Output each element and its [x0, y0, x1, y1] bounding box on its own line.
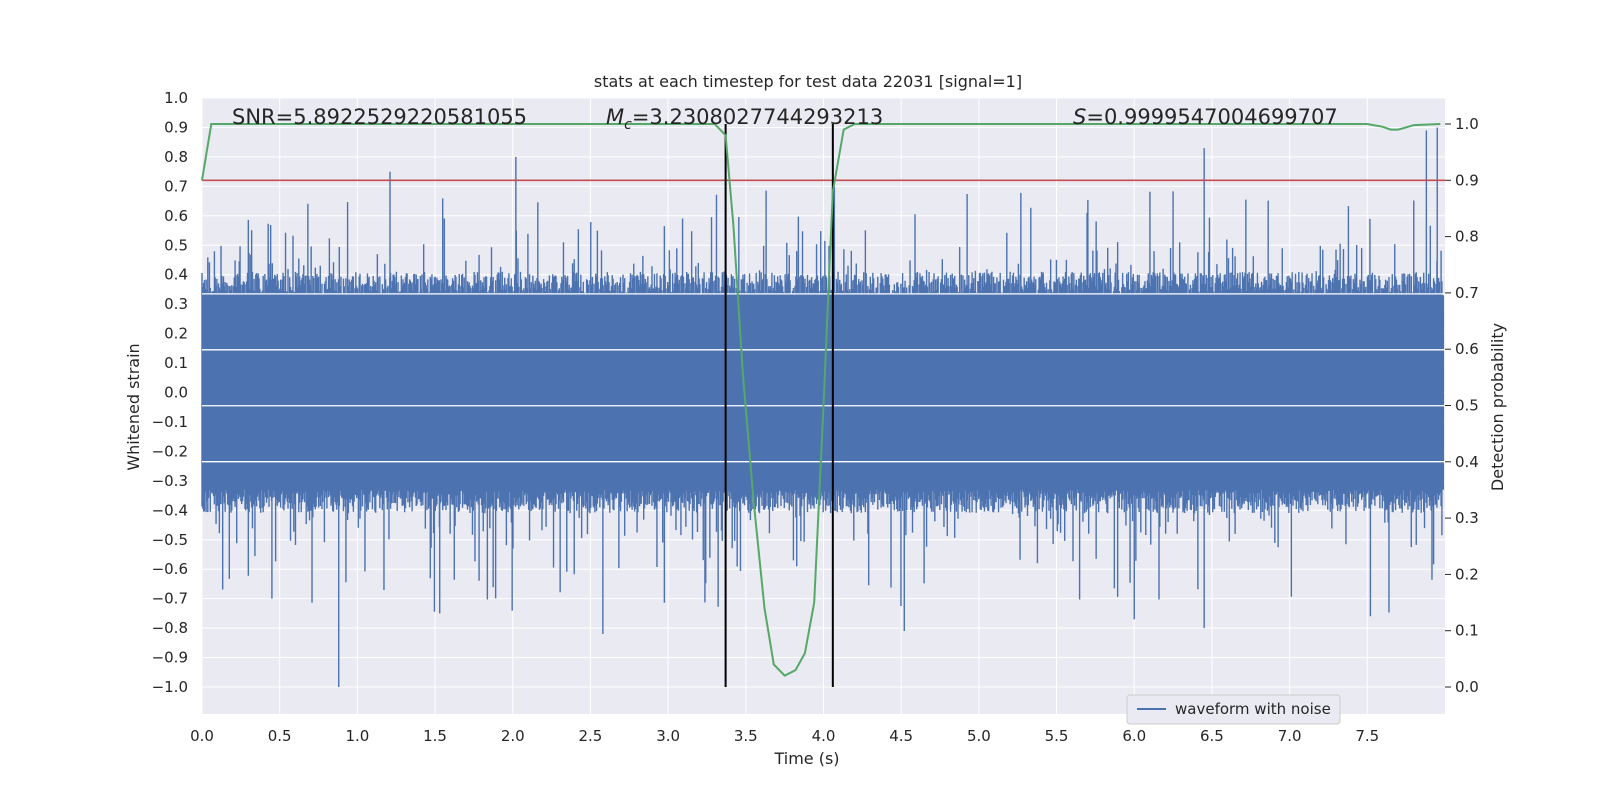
left-y-tick-label: −0.5	[152, 531, 188, 549]
left-y-axis-ticks: 1.0 0.9 0.8 0.7 0.6 0.5 0.4 0.3 0.2 0.1 0.0 −0.1 −0.…	[152, 89, 188, 696]
x-tick-label: 1.5	[423, 727, 447, 745]
snr-annotation: SNR=5.8922529220581055	[232, 105, 527, 129]
left-y-tick-label: 0.3	[164, 295, 188, 313]
left-y-tick-label: 1.0	[164, 89, 188, 107]
legend-label: waveform with noise	[1175, 700, 1331, 718]
x-tick-label: 0.5	[268, 727, 292, 745]
x-tick-label: 2.0	[501, 727, 525, 745]
right-y-tick-label: 0.0	[1455, 678, 1479, 696]
right-y-tick-label: 0.5	[1455, 397, 1479, 415]
left-y-tick-label: −0.9	[152, 649, 188, 667]
chirp-mass-value: =3.2308027744293213	[632, 105, 883, 129]
right-y-tick-label: 0.9	[1455, 171, 1479, 189]
left-y-tick-label: 0.8	[164, 148, 188, 166]
x-tick-label: 3.0	[656, 727, 680, 745]
x-tick-label: 4.0	[812, 727, 836, 745]
left-y-tick-label: 0.7	[164, 177, 188, 195]
left-y-tick-label: −0.4	[152, 501, 188, 519]
left-y-tick-label: 0.5	[164, 236, 188, 254]
left-y-tick-label: 0.6	[164, 207, 188, 225]
right-y-tick-label: 0.8	[1455, 228, 1479, 246]
right-y-tick-label: 0.4	[1455, 453, 1479, 471]
chirp-mass-symbol: M	[606, 105, 624, 129]
left-y-tick-label: −0.8	[152, 619, 188, 637]
x-axis-label: Time (s)	[773, 749, 839, 768]
left-y-tick-label: 0.9	[164, 118, 188, 136]
x-tick-label: 7.5	[1355, 727, 1379, 745]
detection-chart: 0.0 0.5 1.0 1.5 2.0 2.5 3.0 3.5 4.0 4.5 5.0 5.5 6.0 6…	[0, 0, 1600, 800]
x-tick-label: 3.5	[734, 727, 758, 745]
right-y-tick-label: 0.7	[1455, 284, 1479, 302]
right-y-tick-label: 0.2	[1455, 565, 1479, 583]
left-y-tick-label: −0.2	[152, 442, 188, 460]
right-y-tick-label: 0.6	[1455, 340, 1479, 358]
right-y-axis-ticks: 1.0 0.9 0.8 0.7 0.6 0.5 0.4 0.3 0.2 0.1 0.0	[1445, 115, 1479, 696]
score-value: =0.9999547004699707	[1086, 105, 1337, 129]
chart-title: stats at each timestep for test data 220…	[594, 72, 1022, 91]
right-y-tick-label: 0.1	[1455, 622, 1479, 640]
left-y-tick-label: −0.7	[152, 590, 188, 608]
left-y-tick-label: 0.1	[164, 354, 188, 372]
x-tick-label: 7.0	[1278, 727, 1302, 745]
right-y-tick-label: 0.3	[1455, 509, 1479, 527]
left-y-tick-label: −0.6	[152, 560, 188, 578]
x-tick-label: 5.5	[1045, 727, 1069, 745]
x-tick-label: 6.5	[1200, 727, 1224, 745]
left-y-tick-label: 0.2	[164, 325, 188, 343]
left-y-tick-label: 0.0	[164, 384, 188, 402]
score-symbol: S	[1073, 105, 1086, 129]
x-tick-label: 4.5	[889, 727, 913, 745]
left-y-tick-label: −0.3	[152, 472, 188, 490]
chirp-mass-annotation: Mc=3.2308027744293213	[606, 105, 883, 133]
x-tick-label: 6.0	[1122, 727, 1146, 745]
y-axis-label: Whitened strain	[124, 343, 143, 470]
right-y-axis-label: Detection probability	[1488, 323, 1507, 491]
left-y-tick-label: −0.1	[152, 413, 188, 431]
left-y-tick-label: 0.4	[164, 266, 188, 284]
x-tick-label: 0.0	[190, 727, 214, 745]
right-y-tick-label: 1.0	[1455, 115, 1479, 133]
legend: waveform with noise	[1127, 695, 1340, 724]
x-axis-ticks: 0.0 0.5 1.0 1.5 2.0 2.5 3.0 3.5 4.0 4.5 5.0 5.5 6.0 6…	[190, 727, 1379, 745]
x-tick-label: 1.0	[345, 727, 369, 745]
score-annotation: S=0.9999547004699707	[1073, 105, 1338, 129]
x-tick-label: 2.5	[579, 727, 603, 745]
x-tick-label: 5.0	[967, 727, 991, 745]
left-y-tick-label: −1.0	[152, 678, 188, 696]
